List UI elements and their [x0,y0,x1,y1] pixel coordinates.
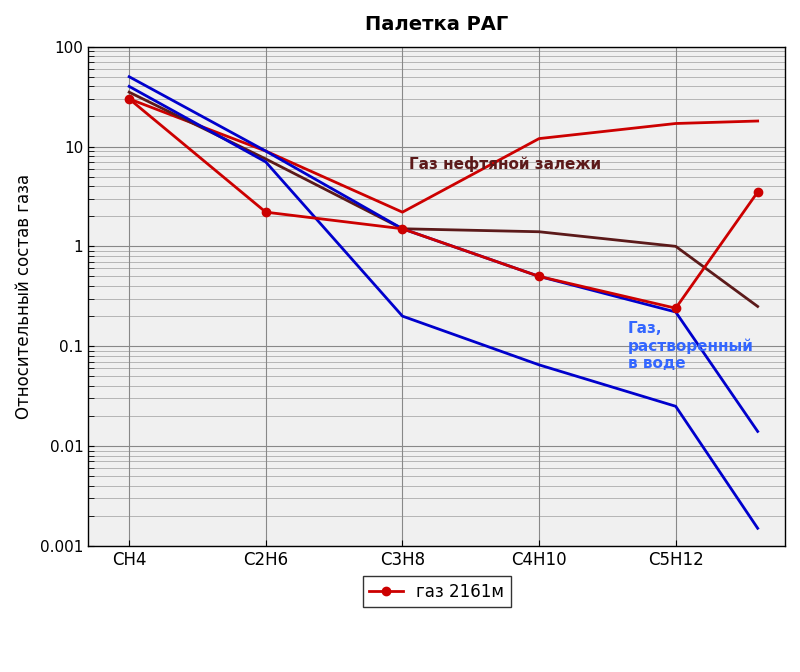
газ 2161м [398,224,407,233]
Line: газ 2161м: газ 2161м [125,95,762,312]
Title: Палетка РАГ: Палетка РАГ [365,15,508,34]
Text: Газ,
растворенный
в воде: Газ, растворенный в воде [628,321,754,372]
Y-axis label: Относительный состав газа: Относительный состав газа [15,173,33,419]
газ 2161м [753,188,762,196]
Legend: газ 2161м: газ 2161м [362,576,510,607]
газ 2161м [671,304,681,312]
газ 2161м [534,272,544,280]
газ 2161м [261,208,270,216]
газ 2161м [124,95,134,103]
Text: Газ нефтяной залежи: Газ нефтяной залежи [410,156,602,171]
